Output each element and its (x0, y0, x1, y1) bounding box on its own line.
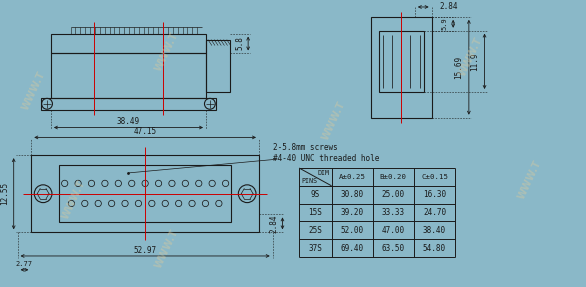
Text: 2.77: 2.77 (16, 261, 33, 267)
Text: 52.97: 52.97 (134, 246, 156, 255)
Text: 15S: 15S (308, 208, 322, 217)
Bar (371, 17, 431, 118)
Text: 2-5.8mm screws: 2-5.8mm screws (272, 143, 338, 152)
Text: 11.9: 11.9 (470, 52, 479, 71)
Bar (206, 40, 230, 92)
Bar (51, 53, 206, 98)
Text: 63.50: 63.50 (381, 244, 405, 253)
Text: 52.00: 52.00 (340, 226, 364, 235)
Text: WWW.T: WWW.T (320, 100, 347, 142)
Text: #4-40 UNC threaded hole: #4-40 UNC threaded hole (272, 154, 379, 163)
Text: DIM: DIM (318, 170, 329, 176)
Text: 9S: 9S (311, 190, 320, 199)
Text: 25.00: 25.00 (381, 190, 405, 199)
Text: 37S: 37S (308, 244, 322, 253)
Text: PINS: PINS (301, 178, 317, 184)
Text: WWW.T: WWW.T (516, 159, 543, 201)
Bar (31, 155, 259, 232)
Text: 38.40: 38.40 (423, 226, 446, 235)
Text: 5.8: 5.8 (236, 37, 245, 51)
Bar (59, 165, 231, 222)
Text: 30.80: 30.80 (340, 190, 364, 199)
Text: 2.84: 2.84 (440, 3, 458, 11)
Text: 5.9: 5.9 (441, 18, 447, 30)
Text: WWW.T: WWW.T (60, 179, 87, 221)
Text: B±0.20: B±0.20 (380, 174, 407, 180)
Text: 38.49: 38.49 (117, 117, 140, 126)
Bar (379, 31, 424, 92)
Text: 25S: 25S (308, 226, 322, 235)
Text: 12.55: 12.55 (1, 182, 9, 205)
Text: WWW.T: WWW.T (21, 70, 47, 112)
Bar (51, 34, 206, 53)
Text: 47.00: 47.00 (381, 226, 405, 235)
Text: 15.69: 15.69 (455, 56, 464, 79)
Text: 47.15: 47.15 (134, 127, 156, 136)
Text: 2.84: 2.84 (269, 214, 278, 233)
Text: C±0.15: C±0.15 (421, 174, 448, 180)
Text: 24.70: 24.70 (423, 208, 446, 217)
Text: 39.20: 39.20 (340, 208, 364, 217)
Text: 69.40: 69.40 (340, 244, 364, 253)
Text: 16.30: 16.30 (423, 190, 446, 199)
Text: WWW.T: WWW.T (154, 228, 180, 270)
Text: 33.33: 33.33 (381, 208, 405, 217)
Text: WWW.T: WWW.T (154, 30, 180, 73)
Text: A±0.25: A±0.25 (339, 174, 366, 180)
Bar (41, 98, 216, 110)
Text: WWW.T: WWW.T (458, 35, 484, 77)
Text: 54.80: 54.80 (423, 244, 446, 253)
